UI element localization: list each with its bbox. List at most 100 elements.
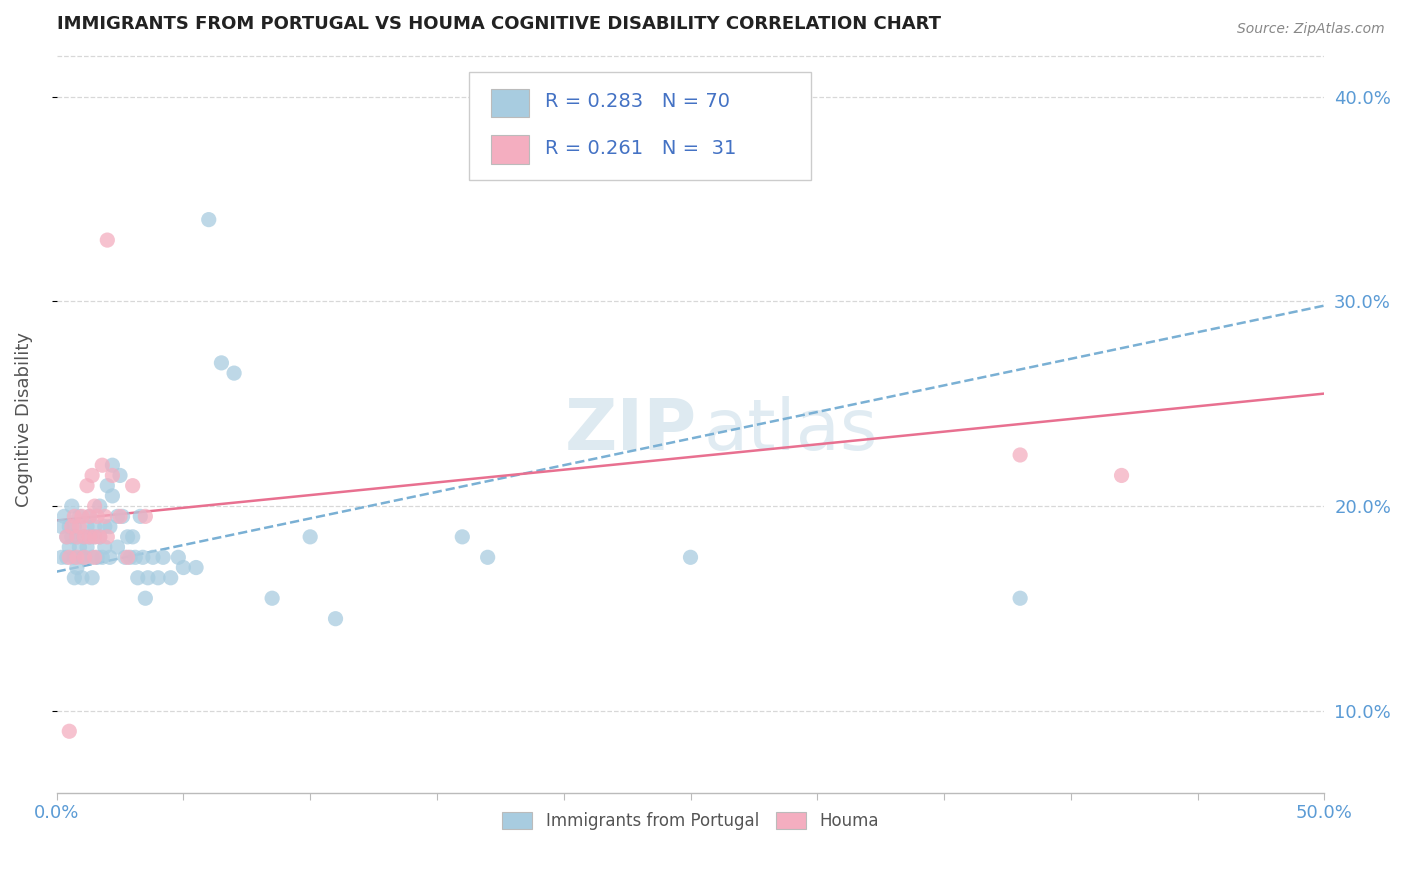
Point (79, 509, 101, 524)
Point (55, 550, 77, 565)
Point (73, 530, 96, 544)
Y-axis label: Cognitive Disability: Cognitive Disability (15, 332, 32, 507)
Point (107, 509, 129, 524)
Point (58, 519, 80, 533)
Point (101, 458, 124, 473)
Point (107, 540, 129, 554)
Point (79, 530, 101, 544)
Point (63, 519, 86, 533)
Point (86, 550, 108, 565)
Point (79, 509, 101, 524)
Point (152, 550, 174, 565)
Point (70, 571, 93, 585)
Point (60, 499, 83, 513)
Point (66, 560, 89, 574)
Point (63, 550, 86, 565)
Point (58, 724, 80, 739)
Point (224, 366, 246, 380)
Legend: Immigrants from Portugal, Houma: Immigrants from Portugal, Houma (496, 805, 886, 837)
Point (142, 550, 165, 565)
Point (98, 519, 121, 533)
Point (132, 550, 155, 565)
Point (117, 550, 139, 565)
Point (89, 530, 111, 544)
Point (76, 519, 98, 533)
Point (98, 550, 121, 565)
Point (73, 550, 96, 565)
Point (120, 550, 142, 565)
Point (76, 478, 98, 492)
Point (63, 509, 86, 524)
Point (172, 560, 194, 574)
Point (127, 571, 149, 585)
Point (55, 530, 77, 544)
Point (94, 519, 117, 533)
Point (101, 489, 124, 503)
Point (129, 509, 152, 524)
Point (82, 571, 104, 585)
Point (86, 509, 108, 524)
Point (55, 530, 77, 544)
Point (1010, 591, 1032, 606)
Point (159, 571, 181, 585)
Text: IMMIGRANTS FROM PORTUGAL VS HOUMA COGNITIVE DISABILITY CORRELATION CHART: IMMIGRANTS FROM PORTUGAL VS HOUMA COGNIT… (56, 15, 941, 33)
Point (451, 530, 474, 544)
Point (66, 530, 89, 544)
Point (83, 530, 105, 544)
Point (83, 499, 105, 513)
Point (83, 519, 105, 533)
Point (117, 530, 139, 544)
Point (96, 478, 118, 492)
Point (101, 468, 124, 483)
Point (82, 468, 104, 483)
Text: Source: ZipAtlas.com: Source: ZipAtlas.com (1237, 22, 1385, 37)
Point (58, 550, 80, 565)
Point (679, 550, 702, 565)
Point (73, 550, 96, 565)
Point (70, 509, 93, 524)
Point (67, 509, 90, 524)
Point (134, 591, 156, 606)
Point (89, 499, 111, 513)
Point (67, 519, 90, 533)
Point (184, 560, 207, 574)
Point (70, 550, 93, 565)
Point (58, 540, 80, 554)
Text: R = 0.261   N =  31: R = 0.261 N = 31 (544, 138, 737, 158)
Point (66, 530, 89, 544)
Point (76, 540, 98, 554)
Point (83, 550, 105, 565)
Point (299, 530, 322, 544)
Point (67, 540, 90, 554)
Point (124, 550, 146, 565)
Point (325, 612, 347, 626)
Point (114, 550, 136, 565)
Point (89, 530, 111, 544)
Point (262, 591, 284, 606)
Point (1010, 448, 1032, 462)
Point (108, 509, 131, 524)
Point (121, 478, 143, 492)
Point (167, 550, 190, 565)
Point (91, 550, 114, 565)
Point (63, 571, 86, 585)
Point (53, 509, 76, 524)
Text: ZIP: ZIP (565, 396, 697, 465)
Text: atlas: atlas (703, 396, 877, 465)
Point (83, 530, 105, 544)
Point (51, 519, 73, 533)
FancyBboxPatch shape (492, 136, 530, 164)
Point (136, 571, 159, 585)
Point (79, 530, 101, 544)
Point (60, 530, 83, 544)
FancyBboxPatch shape (468, 72, 811, 180)
Point (146, 571, 169, 585)
Point (82, 550, 104, 565)
Point (94, 540, 117, 554)
Point (477, 550, 499, 565)
Point (73, 530, 96, 544)
Point (1111, 468, 1133, 483)
Point (108, 468, 131, 483)
Point (197, 212, 219, 227)
Point (209, 356, 232, 370)
